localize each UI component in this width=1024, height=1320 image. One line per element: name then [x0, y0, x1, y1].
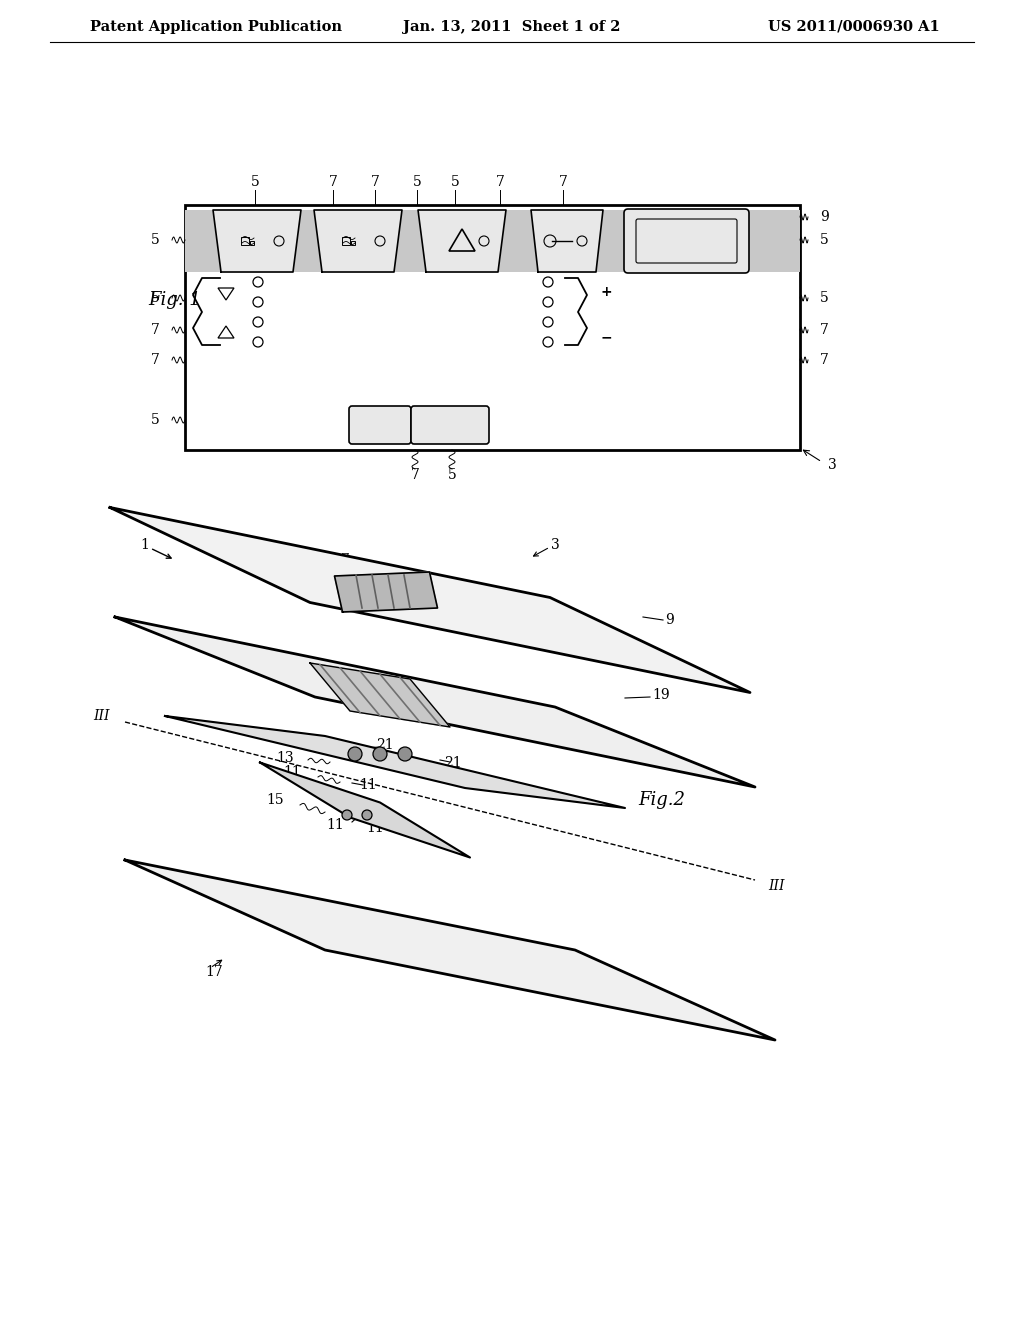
Circle shape: [543, 337, 553, 347]
Bar: [185, 210, 800, 272]
Circle shape: [543, 317, 553, 327]
Text: 19: 19: [652, 688, 670, 702]
Text: US 2011/0006930 A1: US 2011/0006930 A1: [768, 20, 940, 34]
Text: Fig.2: Fig.2: [638, 791, 685, 809]
Text: 11: 11: [359, 777, 377, 792]
Text: III: III: [768, 879, 784, 894]
Polygon shape: [110, 507, 750, 693]
Text: 23: 23: [444, 708, 462, 722]
Bar: [185, 205, 800, 450]
Text: 11: 11: [283, 766, 301, 779]
Text: −: −: [601, 330, 612, 345]
Circle shape: [543, 277, 553, 286]
Text: AUTO: AUTO: [429, 418, 470, 432]
Text: 5: 5: [152, 290, 160, 305]
Text: 7: 7: [496, 176, 505, 189]
Polygon shape: [260, 763, 470, 858]
Text: 7: 7: [341, 553, 349, 568]
Text: 11: 11: [367, 821, 384, 836]
Text: 9: 9: [820, 210, 828, 224]
Text: 15: 15: [266, 793, 284, 807]
Text: 5: 5: [820, 234, 828, 247]
Circle shape: [253, 277, 263, 286]
Text: 5: 5: [413, 176, 421, 189]
Text: Jan. 13, 2011  Sheet 1 of 2: Jan. 13, 2011 Sheet 1 of 2: [403, 20, 621, 34]
Text: 7: 7: [558, 176, 567, 189]
Text: 5: 5: [152, 234, 160, 247]
Text: 11: 11: [326, 818, 344, 832]
Circle shape: [253, 297, 263, 308]
Bar: [342, 238, 350, 246]
Text: Patent Application Publication: Patent Application Publication: [90, 20, 342, 34]
Polygon shape: [418, 210, 506, 272]
Text: Fig. 1: Fig. 1: [148, 290, 201, 309]
Polygon shape: [531, 210, 603, 272]
Circle shape: [253, 337, 263, 347]
Text: 7: 7: [411, 469, 420, 482]
Text: 5: 5: [447, 469, 457, 482]
Text: AC: AC: [370, 418, 390, 432]
Text: 23: 23: [291, 663, 309, 677]
FancyBboxPatch shape: [624, 209, 749, 273]
Bar: [241, 238, 249, 246]
FancyBboxPatch shape: [411, 407, 489, 444]
Text: 3: 3: [828, 458, 837, 473]
Text: 5: 5: [451, 176, 460, 189]
Circle shape: [342, 810, 352, 820]
Text: 3: 3: [551, 539, 559, 552]
Text: 7: 7: [820, 352, 828, 367]
Text: 5: 5: [152, 413, 160, 426]
Circle shape: [398, 747, 412, 762]
Text: 9: 9: [665, 612, 674, 627]
Text: 7: 7: [820, 323, 828, 337]
Bar: [250, 242, 254, 246]
Polygon shape: [310, 663, 450, 727]
Text: III: III: [93, 709, 110, 723]
Text: 17: 17: [205, 965, 223, 979]
Text: 7: 7: [371, 176, 380, 189]
Text: 7: 7: [152, 323, 160, 337]
Polygon shape: [125, 861, 775, 1040]
Circle shape: [253, 317, 263, 327]
Polygon shape: [335, 572, 437, 612]
Text: 21: 21: [444, 756, 462, 770]
Text: 13: 13: [276, 751, 294, 766]
Text: 21: 21: [282, 733, 299, 747]
Polygon shape: [213, 210, 301, 272]
Text: 21: 21: [376, 738, 394, 752]
Circle shape: [348, 747, 362, 762]
Polygon shape: [165, 715, 625, 808]
Bar: [351, 242, 355, 246]
Polygon shape: [314, 210, 402, 272]
Text: 5: 5: [251, 176, 259, 189]
Circle shape: [373, 747, 387, 762]
Text: 5: 5: [820, 290, 828, 305]
Text: 7: 7: [329, 176, 338, 189]
FancyBboxPatch shape: [349, 407, 411, 444]
Text: +: +: [601, 285, 612, 300]
Circle shape: [543, 297, 553, 308]
Text: 1: 1: [140, 539, 150, 552]
Polygon shape: [115, 616, 755, 787]
Text: 7: 7: [152, 352, 160, 367]
Circle shape: [362, 810, 372, 820]
